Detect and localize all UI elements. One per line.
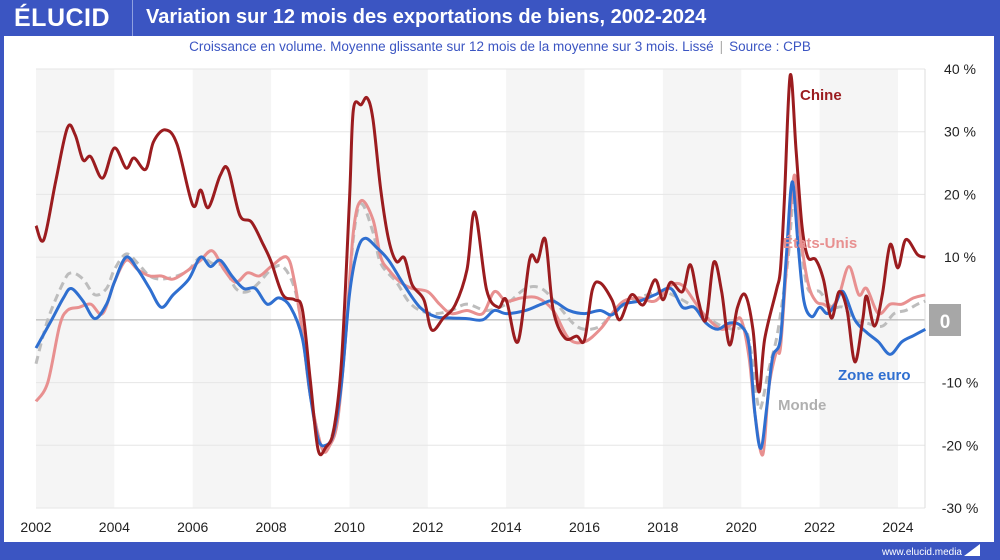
year-band — [662, 69, 742, 508]
x-tick-label: 2012 — [412, 519, 443, 535]
elucid-logo: ÉLUCID — [14, 4, 111, 32]
series-label-etats-unis: États-Unis — [783, 235, 857, 252]
zero-badge — [929, 304, 961, 336]
x-tick-label: 2022 — [804, 519, 835, 535]
series-line-chine — [34, 73, 926, 457]
y-tick-label: 10 % — [944, 249, 976, 265]
year-band — [192, 69, 272, 508]
series-label-zone-euro: Zone euro — [838, 367, 911, 384]
x-tick-label: 2014 — [491, 519, 522, 535]
x-tick-label: 2006 — [177, 519, 208, 535]
header: ÉLUCID Variation sur 12 mois des exporta… — [0, 0, 1000, 36]
x-tick-label: 2018 — [647, 519, 678, 535]
zero-badge-label: 0 — [940, 312, 951, 333]
elucid-mark-icon — [964, 544, 980, 556]
x-tick-label: 2002 — [20, 519, 51, 535]
series-line-zone-euro — [34, 180, 927, 450]
y-tick-label: -20 % — [942, 437, 979, 453]
y-tick-label: 30 % — [944, 124, 976, 140]
subtitle-separator: | — [719, 39, 724, 54]
year-band — [506, 69, 585, 508]
x-tick-label: 2008 — [256, 519, 287, 535]
year-band — [36, 69, 115, 508]
series-label-chine: Chine — [800, 87, 842, 104]
chart-title: Variation sur 12 mois des exportations d… — [146, 6, 707, 28]
chart-subtitle: Croissance en volume. Moyenne glissante … — [0, 39, 1000, 54]
x-tick-label: 2010 — [334, 519, 365, 535]
y-tick-label: 20 % — [944, 186, 976, 202]
y-tick-label: -10 % — [942, 375, 979, 391]
year-band — [819, 69, 898, 508]
subtitle-text: Croissance en volume. Moyenne glissante … — [189, 39, 714, 54]
y-tick-label: -30 % — [942, 500, 979, 516]
y-tick-label: 40 % — [944, 61, 976, 77]
series-label-monde: Monde — [778, 397, 826, 414]
x-tick-label: 2004 — [99, 519, 130, 535]
header-divider — [132, 0, 133, 36]
series-line-monde — [34, 192, 926, 454]
x-tick-label: 2020 — [726, 519, 757, 535]
source-text: Source : CPB — [729, 39, 811, 54]
x-tick-label: 2024 — [882, 519, 913, 535]
x-tick-label: 2016 — [569, 519, 600, 535]
footer-url[interactable]: www.elucid.media — [881, 547, 962, 558]
